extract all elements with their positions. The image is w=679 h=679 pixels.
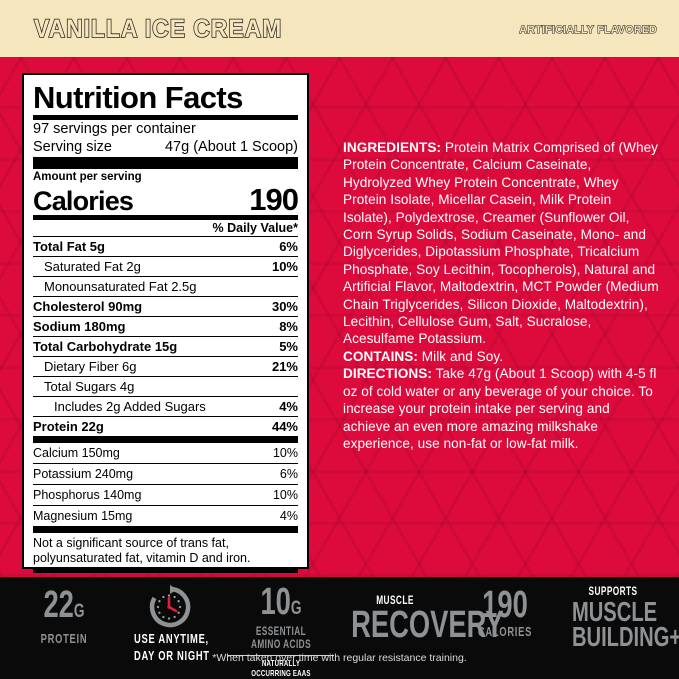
nutrient-daily-value: 5% <box>279 339 298 354</box>
clock-icon <box>148 585 192 629</box>
contains-text: Milk and Soy. <box>417 348 504 364</box>
servings-per-container: 97 servings per container <box>33 121 196 137</box>
nutrient-name: Includes 2g Added Sugars <box>54 399 206 414</box>
ingredients-text: Protein Matrix Comprised of (Whey Protei… <box>343 140 659 347</box>
nutrient-name: Dietary Fiber 6g <box>44 359 137 374</box>
daily-value-header: % Daily Value* <box>212 221 298 235</box>
nutrient-daily-value: 10% <box>271 259 298 274</box>
calories-label: Calories <box>33 186 134 216</box>
badge-eaa-value: 10G <box>260 581 302 623</box>
badge-building-line2: MUSCLE <box>571 596 658 627</box>
badge-eaa-sub1: NATURALLY <box>261 657 301 668</box>
directions-text: Take 47g (About 1 Scoop) with 4-5 fl oz … <box>343 366 657 451</box>
nutrient-daily-value: 44% <box>271 419 298 434</box>
ingredients-paragraph: INGREDIENTS: Protein Matrix Comprised of… <box>343 139 659 348</box>
nutrient-name: Total Sugars 4g <box>44 379 135 394</box>
nutrient-row: Total Fat 5g 6% <box>33 236 298 256</box>
nutrient-row: Monounsaturated Fat 2.5g <box>33 276 298 296</box>
nutrient-row: Sodium 180mg 8% <box>33 316 298 336</box>
calories-value: 190 <box>249 182 299 217</box>
nutrient-daily-value: 4% <box>279 399 298 414</box>
contains-label: CONTAINS: <box>343 348 418 364</box>
nutrition-facts-title: Nutrition Facts <box>33 80 243 115</box>
badge-protein-caption: PROTEIN <box>40 631 88 646</box>
nutrient-row: Protein 22g 44% <box>33 416 298 436</box>
flavor-title: VANILLA ICE CREAM <box>33 15 283 43</box>
nutrient-row-list: Total Fat 5g 6% Saturated Fat 2g 10% Monouns… <box>33 236 298 436</box>
protein-divider <box>33 436 298 443</box>
label-header: VANILLA ICE CREAM ARTIFICIALLY FLAVORED <box>0 0 679 57</box>
nutrient-name: Protein 22g <box>33 419 104 434</box>
amount-per-serving-label: Amount per serving <box>33 171 142 183</box>
nutrient-name: Cholesterol 90mg <box>33 299 143 314</box>
badge-muscle-building: SUPPORTS MUSCLE BUILDING+ <box>556 586 679 652</box>
nutrient-row: Total Carbohydrate 15g 5% <box>33 336 298 356</box>
vitamin-row-list: Calcium 150mg 10% Potassium 240mg 6% Phospho… <box>33 443 298 526</box>
badge-essential-amino-acids: 10G ESSENTIAL AMINO ACIDS NATURALLY OCCU… <box>228 581 334 679</box>
nutrient-daily-value: 8% <box>279 319 298 334</box>
badge-use-anytime: USE ANYTIME, DAY OR NIGHT <box>120 585 220 663</box>
nutrient-name: Sodium 180mg <box>33 319 126 334</box>
vitamin-daily-value: 4% <box>279 509 298 523</box>
badge-eaa-subnote: NATURALLY OCCURRING EAAS <box>228 655 334 679</box>
nutrient-name: Total Carbohydrate 15g <box>33 339 178 354</box>
badge-protein: 22G PROTEIN <box>14 584 114 646</box>
directions-label: DIRECTIONS: <box>343 366 432 382</box>
vitamins-divider <box>33 526 298 533</box>
badge-anytime-line1: USE ANYTIME, <box>134 631 209 646</box>
vitamin-name: Phosphorus 140mg <box>33 488 142 502</box>
serving-size-row: Serving size 47g (About 1 Scoop) <box>33 138 298 157</box>
badge-recovery-line2: RECOVERY <box>351 604 504 646</box>
directions-paragraph: DIRECTIONS: Take 47g (About 1 Scoop) wit… <box>343 365 659 452</box>
badge-eaa-line2: AMINO ACIDS <box>250 639 312 651</box>
nutrient-row: Dietary Fiber 6g 21% <box>33 356 298 376</box>
badge-anytime-line2: DAY OR NIGHT <box>134 648 210 663</box>
badge-eaa-sub2: OCCURRING EAAS <box>251 667 311 678</box>
contains-paragraph: CONTAINS: Milk and Soy. <box>343 348 659 365</box>
nutrient-row: Cholesterol 90mg 30% <box>33 296 298 316</box>
vitamin-row: Magnesium 15mg 4% <box>33 505 298 526</box>
thick-divider <box>33 157 298 169</box>
nutrient-daily-value: 21% <box>271 359 298 374</box>
benefits-bar <box>0 577 679 679</box>
badge-calories-value: 190 <box>482 584 528 626</box>
resistance-training-disclaimer: *When taken over time with regular resis… <box>212 652 467 664</box>
vitamin-daily-value: 6% <box>279 467 298 481</box>
vitamin-name: Magnesium 15mg <box>33 509 133 523</box>
nutrition-facts-panel: Nutrition Facts 97 servings per containe… <box>22 73 309 605</box>
badge-muscle-recovery: MUSCLE RECOVERY <box>334 595 504 646</box>
badge-calories: 190 CALORIES <box>456 584 554 639</box>
vitamin-name: Potassium 240mg <box>33 467 134 481</box>
nutrient-name: Saturated Fat 2g <box>44 259 141 274</box>
nutrient-row: Saturated Fat 2g 10% <box>33 256 298 276</box>
vitamin-row: Calcium 150mg 10% <box>33 443 298 463</box>
serving-size-label: Serving size <box>33 139 112 155</box>
badge-protein-value: 22G <box>43 584 85 626</box>
nutrient-row: Total Sugars 4g <box>33 376 298 396</box>
ingredients-label: INGREDIENTS: <box>343 140 442 155</box>
artificially-flavored-note: ARTIFICIALLY FLAVORED <box>519 23 658 36</box>
not-significant-source-note: Not a significant source of trans fat, p… <box>33 536 251 565</box>
nutrient-name: Total Fat 5g <box>33 239 105 254</box>
vitamin-row: Potassium 240mg 6% <box>33 463 298 484</box>
vitamin-row: Phosphorus 140mg 10% <box>33 484 298 505</box>
calories-row: Calories 190 <box>33 182 299 217</box>
badge-eaa-line1: ESSENTIAL <box>255 626 307 638</box>
vitamin-daily-value: 10% <box>272 446 298 460</box>
nutrient-row: Includes 2g Added Sugars 4% <box>33 396 298 416</box>
nutrient-daily-value: 6% <box>279 239 298 254</box>
badge-recovery-line1: MUSCLE <box>376 595 414 607</box>
vitamin-name: Calcium 150mg <box>33 446 120 460</box>
badge-building-line3: BUILDING+ <box>571 621 679 652</box>
badge-calories-caption: CALORIES <box>477 624 533 639</box>
serving-size-value: 47g (About 1 Scoop) <box>164 139 298 155</box>
badge-building-line1: SUPPORTS <box>588 586 638 598</box>
product-info-column: INGREDIENTS: Protein Matrix Comprised of… <box>343 139 659 452</box>
vitamin-daily-value: 10% <box>272 488 298 502</box>
nutrient-daily-value: 30% <box>271 299 298 314</box>
nutrient-name: Monounsaturated Fat 2.5g <box>44 279 197 294</box>
